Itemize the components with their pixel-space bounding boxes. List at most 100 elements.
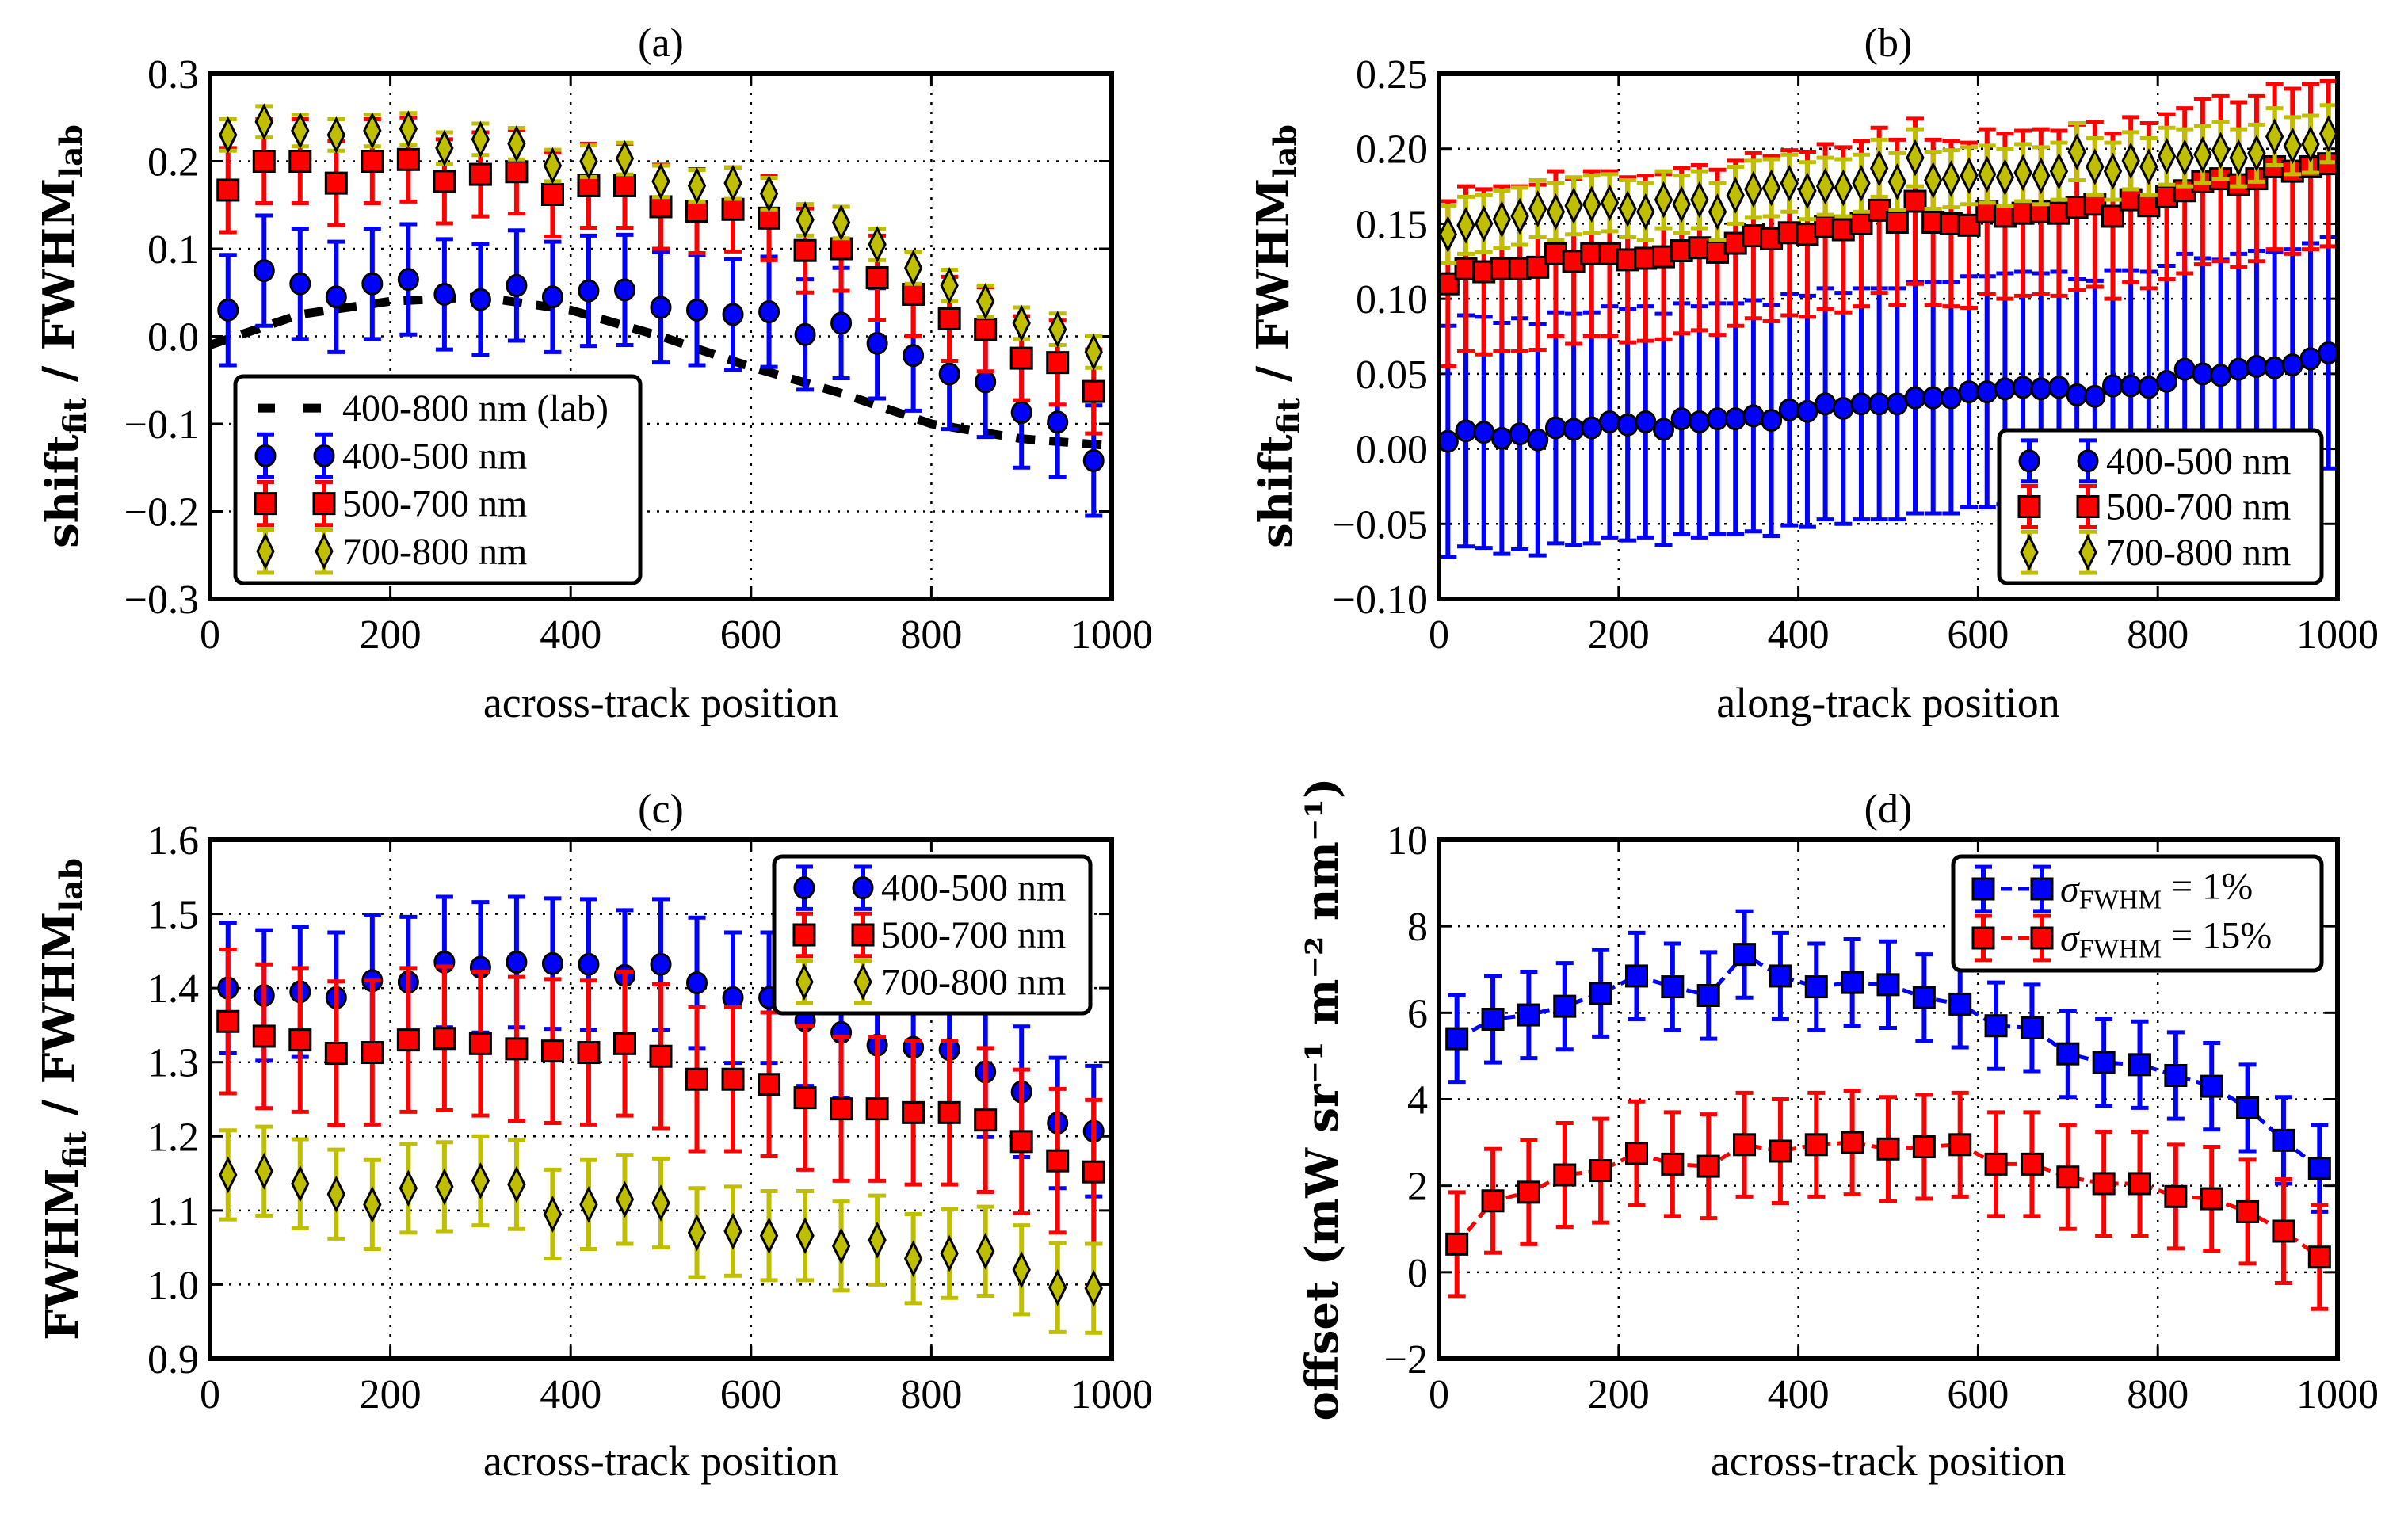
data-point: [361, 978, 384, 1127]
data-point: [253, 213, 275, 328]
data-point: [1742, 298, 1765, 534]
text-part: fit: [57, 1131, 93, 1169]
marker-square: [468, 1032, 492, 1055]
x-tick-label: 800: [900, 612, 962, 658]
data-point: [868, 1193, 887, 1287]
marker-square: [505, 1037, 529, 1061]
data-point: [397, 222, 419, 337]
data-point: [579, 143, 598, 180]
data-point: [759, 175, 779, 212]
legend-entry: 700-800 nm: [256, 528, 527, 575]
x-tick-label: 1000: [2296, 1372, 2379, 1417]
data-point: [2086, 135, 2105, 197]
data-point: [291, 1137, 310, 1230]
marker-diamond: [363, 1186, 382, 1223]
data-point: [831, 204, 851, 242]
data-point: [2020, 1110, 2044, 1218]
data-point: [363, 112, 382, 150]
marker-square: [974, 318, 998, 341]
marker-diamond: [1924, 162, 1943, 199]
data-point: [1046, 318, 1070, 407]
data-point: [543, 147, 563, 185]
y-tick-label: 0.10: [1356, 277, 1428, 322]
legend-entry: 700-800 nm: [795, 959, 1066, 1005]
text-part: fit: [57, 398, 93, 435]
marker-circle: [433, 282, 456, 306]
marker-diamond: [2265, 118, 2284, 155]
marker-circle: [1796, 399, 1818, 423]
x-tick-label: 800: [2127, 612, 2189, 658]
chart-title: (a): [638, 21, 684, 66]
data-point: [1481, 1146, 1505, 1255]
x-tick-label: 0: [1429, 612, 1449, 658]
marker-circle: [1455, 419, 1477, 443]
data-point: [722, 257, 744, 372]
data-point: [2049, 140, 2069, 202]
marker-diamond: [363, 112, 382, 150]
marker-square: [793, 238, 817, 262]
plot-area: [1445, 909, 2331, 1311]
data-point: [1904, 280, 1926, 516]
marker-square: [1912, 986, 1936, 1009]
lab-shift-line: [210, 292, 1112, 451]
marker-square: [288, 150, 312, 173]
data-point: [507, 125, 526, 162]
marker-circle: [2281, 353, 2303, 376]
marker-square: [1009, 1130, 1033, 1154]
data-point: [937, 1039, 961, 1187]
x-tick-label: 1000: [1070, 612, 1153, 658]
marker-diamond: [254, 1152, 273, 1190]
marker-square: [2272, 1128, 2295, 1152]
data-point: [1661, 941, 1685, 1032]
data-point: [1941, 148, 1961, 210]
marker-diamond: [976, 282, 995, 320]
marker-diamond: [651, 1184, 670, 1222]
marker-circle: [506, 950, 528, 974]
marker-diamond: [291, 1165, 310, 1203]
data-point: [723, 164, 742, 202]
y-tick-label: −2: [1384, 1337, 1428, 1382]
marker-circle: [1724, 407, 1746, 431]
data-point: [2092, 1017, 2116, 1108]
marker-diamond: [326, 1175, 345, 1213]
data-point: [1581, 310, 1603, 546]
marker-square: [540, 182, 564, 206]
data-point: [1445, 993, 1469, 1085]
y-axis-label: shiftfit / FWHMlab: [1247, 124, 1307, 548]
data-point: [1624, 930, 1648, 1022]
marker-circle: [1082, 448, 1105, 472]
data-point: [685, 1005, 709, 1154]
data-point: [1984, 980, 2008, 1071]
data-point: [1527, 322, 1549, 558]
marker-circle: [397, 268, 419, 292]
legend-entry: σFWHM = 15%: [1971, 913, 2272, 963]
marker-circle: [1707, 407, 1729, 431]
marker-diamond: [723, 1212, 742, 1250]
marker-square: [1082, 379, 1105, 403]
data-point: [578, 233, 600, 349]
data-point: [1912, 1093, 1936, 1201]
marker-square: [1553, 1163, 1577, 1187]
series--fwhm-1-: [1445, 909, 2331, 1214]
marker-circle: [2012, 376, 2034, 399]
marker-square: [252, 150, 276, 173]
text-part: FWHM: [36, 1168, 89, 1340]
marker-square: [1984, 1014, 2008, 1038]
series-700-800-nm: [1439, 103, 2337, 265]
marker-diamond: [2157, 137, 2177, 175]
data-point: [1490, 320, 1513, 556]
marker-diamond: [1439, 215, 1458, 254]
marker-diamond: [2175, 139, 2194, 177]
marker-diamond: [2139, 148, 2158, 185]
data-point: [1869, 137, 1889, 199]
marker-square: [1971, 926, 1995, 950]
data-point: [1769, 1097, 1792, 1205]
marker-square: [2092, 1051, 2116, 1074]
marker-square: [2307, 1245, 2331, 1269]
data-point: [1492, 189, 1512, 250]
marker-square: [902, 1100, 925, 1124]
legend-entry: 500-700 nm: [254, 480, 527, 528]
marker-circle: [253, 259, 275, 283]
data-point: [471, 1134, 490, 1228]
data-point: [435, 1140, 454, 1234]
